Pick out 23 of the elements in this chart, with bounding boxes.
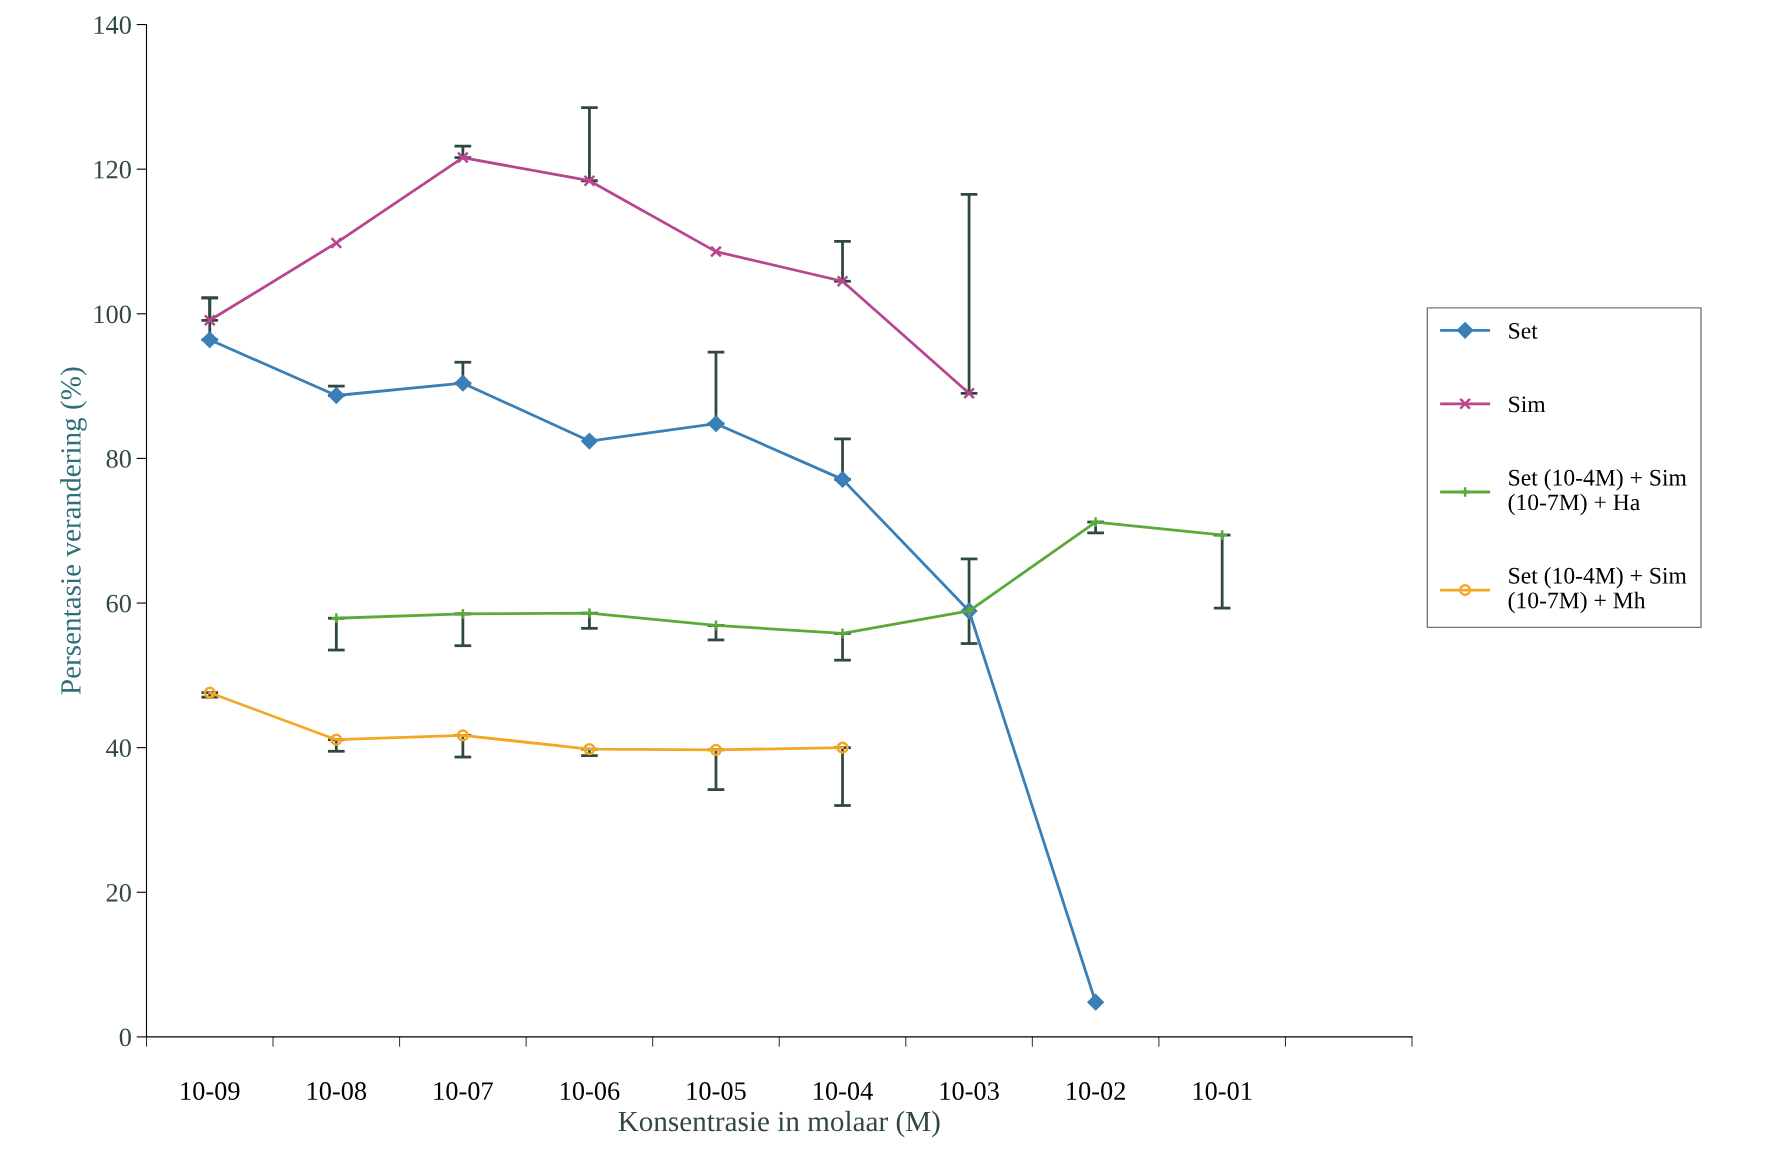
y-tick-label: 0 xyxy=(119,1028,131,1047)
x-tick-label: 10-05 xyxy=(687,1082,746,1100)
y-tick-label: 60 xyxy=(106,594,131,613)
legend-label: Sim xyxy=(1509,396,1546,413)
y-tick-label: 100 xyxy=(94,305,131,324)
x-tick-label: 10-03 xyxy=(940,1082,999,1100)
x-tick-label: 10-06 xyxy=(560,1082,620,1100)
x-tick-label: 10-02 xyxy=(1067,1082,1125,1100)
y-tick-label: 40 xyxy=(106,739,131,758)
y-tick-label: 120 xyxy=(94,160,131,179)
x-tick-label: 10-01 xyxy=(1193,1082,1252,1100)
x-axis-title: Konsentrasie in molaar (M) xyxy=(618,1110,940,1138)
x-tick-label: 10-09 xyxy=(181,1082,240,1100)
x-tick-label: 10-08 xyxy=(307,1082,367,1100)
legend-label: Set (10-4M) + Sim (10-7M) + Ha xyxy=(1508,469,1687,516)
x-tick-label: 10-04 xyxy=(814,1082,873,1100)
y-tick-label: 20 xyxy=(106,883,131,902)
y-axis-title: Persentasie verandering (%) xyxy=(60,367,87,695)
x-tick-label: 10-07 xyxy=(434,1082,493,1100)
y-tick-label: 140 xyxy=(94,16,131,34)
legend-label: Set xyxy=(1509,322,1538,339)
y-tick-label: 80 xyxy=(106,450,131,468)
legend-label: Set (10-4M) + Sim (10-7M) + Mh xyxy=(1508,567,1687,614)
